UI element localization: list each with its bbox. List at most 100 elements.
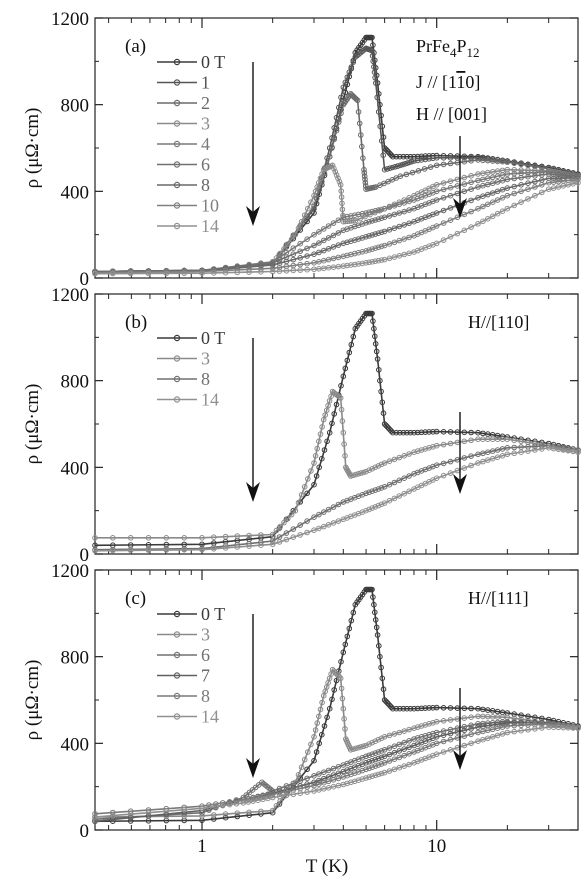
data-point xyxy=(290,534,297,541)
series-line xyxy=(94,181,579,275)
data-point xyxy=(366,506,372,513)
data-point xyxy=(381,500,388,506)
data-point xyxy=(344,239,350,246)
data-point xyxy=(391,456,398,463)
data-point xyxy=(330,255,337,262)
data-point xyxy=(372,504,379,510)
data-point xyxy=(344,780,350,787)
data-point xyxy=(366,752,372,759)
data-point xyxy=(269,262,276,268)
data-point xyxy=(269,541,276,548)
data-point xyxy=(518,449,524,456)
field-direction: H//[111] xyxy=(468,588,529,608)
data-point xyxy=(372,609,378,616)
data-point xyxy=(347,473,354,479)
data-point xyxy=(475,221,481,227)
data-point xyxy=(369,466,376,472)
data-point xyxy=(373,348,380,355)
data-point xyxy=(276,793,283,800)
data-point xyxy=(447,160,454,167)
data-point xyxy=(319,455,325,462)
data-point xyxy=(391,211,398,218)
data-point xyxy=(468,437,474,444)
data-point xyxy=(381,421,388,427)
data-point xyxy=(350,218,357,224)
data-point xyxy=(426,429,432,435)
data-point xyxy=(430,429,436,435)
data-point xyxy=(378,485,385,491)
data-point xyxy=(199,813,205,819)
field-direction: H // [001] xyxy=(416,104,487,124)
data-point xyxy=(440,429,447,435)
data-point xyxy=(312,727,319,733)
data-point xyxy=(518,174,524,181)
data-point xyxy=(305,749,311,755)
data-point xyxy=(447,705,454,711)
data-point xyxy=(433,462,440,469)
data-point xyxy=(288,236,295,243)
data-point xyxy=(316,787,322,793)
data-point xyxy=(360,469,367,476)
data-point xyxy=(381,205,388,212)
data-point xyxy=(447,470,454,476)
data-point xyxy=(422,429,429,435)
data-point xyxy=(353,745,359,752)
data-point xyxy=(461,155,468,161)
data-point xyxy=(335,230,342,236)
data-point xyxy=(348,779,354,786)
data-point xyxy=(338,194,345,200)
data-point xyxy=(311,788,317,794)
legend-label: 3 xyxy=(201,114,210,134)
data-point xyxy=(447,747,454,753)
data-point xyxy=(518,722,524,729)
data-point xyxy=(295,225,302,231)
data-point xyxy=(378,501,385,508)
data-point xyxy=(313,749,320,755)
data-point xyxy=(276,264,283,271)
data-point xyxy=(372,617,379,623)
data-point xyxy=(361,170,368,176)
data-point xyxy=(331,411,338,417)
data-point xyxy=(433,734,440,740)
data-point xyxy=(396,748,403,754)
panel-label: (a) xyxy=(125,36,146,57)
data-point xyxy=(311,782,317,789)
data-point xyxy=(181,807,187,813)
data-point xyxy=(393,429,400,436)
data-point xyxy=(504,205,511,212)
data-point xyxy=(369,586,375,593)
data-point xyxy=(340,705,347,712)
data-point xyxy=(311,460,317,466)
data-point xyxy=(92,535,98,541)
data-point xyxy=(378,257,385,263)
y-tick-label: 1200 xyxy=(51,9,89,30)
data-point xyxy=(426,156,432,162)
data-point xyxy=(325,402,331,409)
plot-frame xyxy=(94,17,579,279)
data-point xyxy=(311,481,317,488)
data-point xyxy=(414,735,421,741)
data-point xyxy=(404,705,410,712)
compound-part: PrFe xyxy=(416,36,450,56)
data-point xyxy=(234,544,241,550)
data-point xyxy=(110,270,116,277)
data-point xyxy=(326,153,333,160)
data-point xyxy=(290,791,297,798)
data-point xyxy=(511,444,518,451)
data-point xyxy=(406,744,412,751)
data-point xyxy=(386,204,393,210)
data-point xyxy=(145,813,152,819)
legend-label: 8 xyxy=(201,369,210,389)
data-point xyxy=(316,438,322,445)
data-point xyxy=(406,250,412,257)
legend-label: 3 xyxy=(201,625,210,645)
data-point xyxy=(338,94,344,101)
data-point xyxy=(494,210,501,217)
data-point xyxy=(454,214,461,221)
data-point xyxy=(127,547,134,554)
data-point xyxy=(311,527,317,534)
data-point xyxy=(211,816,217,822)
data-point xyxy=(391,756,398,763)
